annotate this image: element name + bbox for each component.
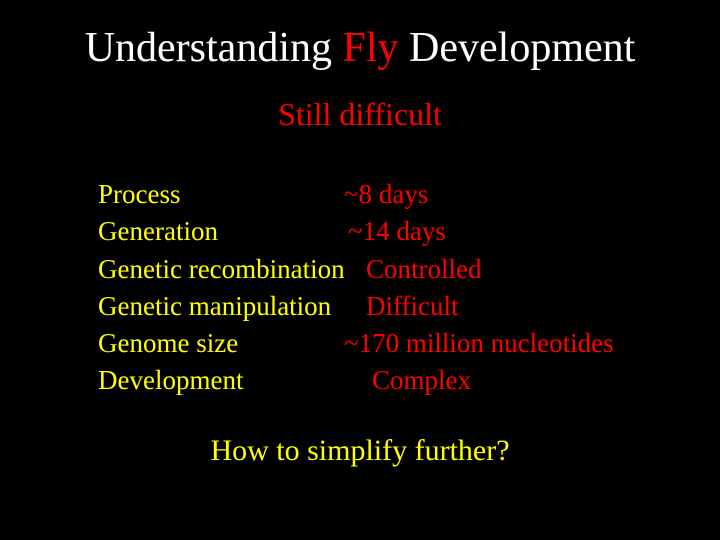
slide-subtitle: Still difficult: [0, 96, 720, 133]
slide-title: Understanding Fly Development: [0, 24, 720, 72]
row-value: Complex: [372, 362, 471, 399]
row-value: ~14 days: [348, 213, 446, 250]
row-label: Generation: [98, 213, 358, 250]
row-label: Process: [98, 176, 358, 213]
row-value: ~170 million nucleotides: [344, 325, 614, 362]
title-pre: Understanding: [85, 25, 343, 71]
closing-question: How to simplify further?: [0, 434, 720, 468]
list-item: Generation ~14 days: [98, 213, 658, 250]
list-item: Genome size ~170 million nucleotides: [98, 325, 658, 362]
row-label: Development: [98, 362, 358, 399]
slide: Understanding Fly Development Still diff…: [0, 0, 720, 540]
row-label: Genetic manipulation: [98, 288, 358, 325]
list-item: Genetic recombination Controlled: [98, 251, 658, 288]
title-accent: Fly: [343, 25, 399, 71]
row-label: Genetic recombination: [98, 251, 358, 288]
list-item: Development Complex: [98, 362, 658, 399]
attribute-list: Process ~8 days Generation ~14 days Gene…: [98, 176, 658, 400]
row-value: Controlled: [366, 251, 482, 288]
list-item: Process ~8 days: [98, 176, 658, 213]
row-value: ~8 days: [344, 176, 428, 213]
title-post: Development: [399, 25, 636, 71]
row-value: Difficult: [366, 288, 458, 325]
row-label: Genome size: [98, 325, 358, 362]
list-item: Genetic manipulation Difficult: [98, 288, 658, 325]
